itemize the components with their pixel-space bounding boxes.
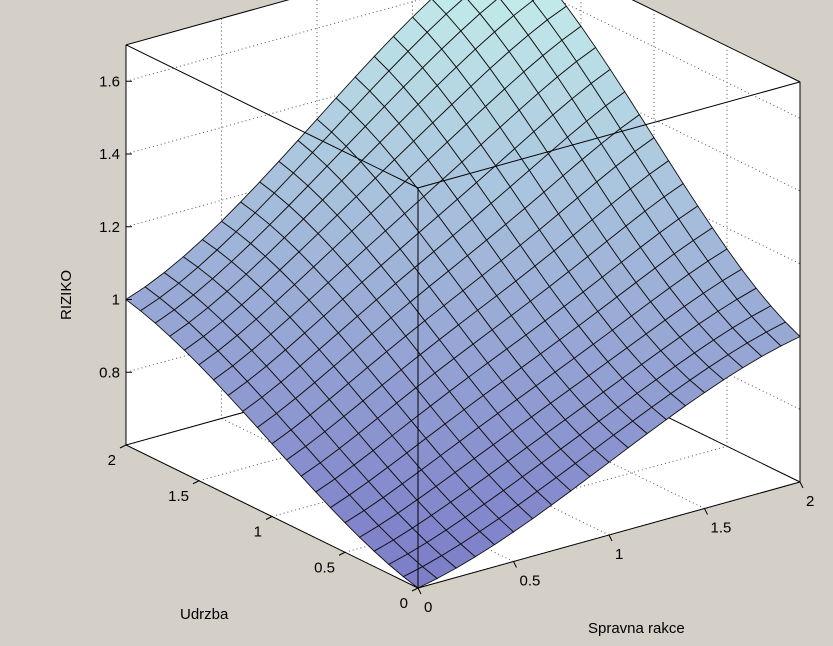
z-tick-label: 1.4 [99, 146, 120, 163]
x-tick-mark [608, 534, 613, 542]
x-tick-mark [799, 481, 804, 489]
z-tick-label: 1.6 [99, 73, 120, 90]
y-tick-label: 2 [108, 452, 116, 469]
x-axis-label: Spravna rakce [588, 620, 685, 637]
x-tick-mark [417, 587, 422, 595]
x-tick-label: 1.5 [711, 520, 732, 537]
y-tick-mark [411, 587, 419, 592]
axis-ticks: 0.8 1 1.2 1.4 1.6 0 0.5 1 1.5 2 0 0.5 1 1.5 2 [99, 73, 814, 616]
z-tick-label: 0.8 [99, 364, 120, 381]
z-tick-label: 1.2 [99, 219, 120, 236]
axes-front-edge [125, 44, 419, 189]
x-tick-label: 2 [806, 493, 814, 510]
surface-face [402, 566, 438, 589]
z-axis-label: RIZIKO [58, 270, 75, 320]
z-tick-label: 1 [112, 292, 120, 309]
surface-mesh [125, 0, 801, 589]
y-tick-mark [192, 480, 200, 485]
y-tick-mark [265, 516, 273, 520]
y-tick-mark [119, 444, 127, 449]
axes-front-edge [417, 81, 801, 189]
x-tick-mark [704, 508, 708, 515]
y-tick-mark [338, 551, 346, 556]
y-axis-label: Udrzba [180, 606, 229, 623]
x-tick-label: 0.5 [520, 573, 541, 590]
y-tick-label: 1.5 [168, 488, 189, 505]
x-tick-label: 1 [615, 546, 623, 563]
y-tick-label: 0.5 [314, 559, 335, 576]
y-tick-label: 1 [254, 524, 262, 541]
y-tick-label: 0 [400, 595, 408, 612]
x-tick-mark [513, 561, 517, 568]
x-tick-label: 0 [424, 599, 432, 616]
axes-back-edge [125, 0, 290, 46]
axes-back-edge [631, 0, 801, 83]
grid-line-z [125, 0, 801, 119]
